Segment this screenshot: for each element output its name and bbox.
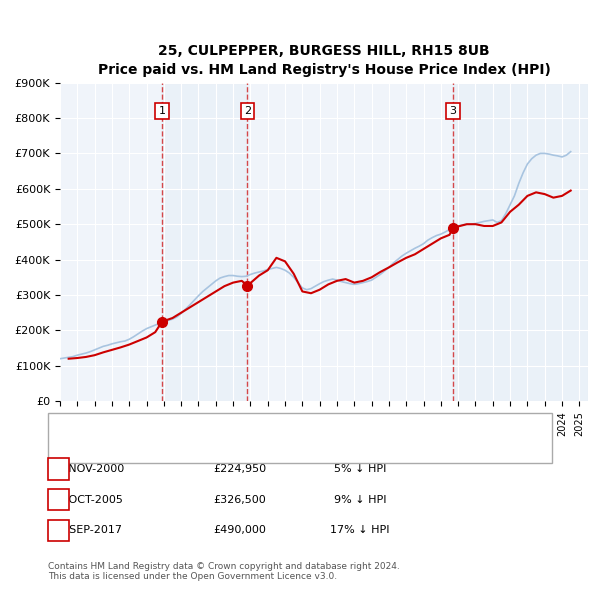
Text: 3: 3 bbox=[449, 106, 457, 116]
Text: ─────: ───── bbox=[69, 423, 107, 436]
Text: £326,500: £326,500 bbox=[214, 495, 266, 504]
Text: 28-OCT-2005: 28-OCT-2005 bbox=[50, 495, 124, 504]
Text: 1: 1 bbox=[158, 106, 166, 116]
Text: 14-SEP-2017: 14-SEP-2017 bbox=[52, 526, 122, 535]
Text: 9% ↓ HPI: 9% ↓ HPI bbox=[334, 495, 386, 504]
Text: 24-NOV-2000: 24-NOV-2000 bbox=[50, 464, 124, 474]
Text: £490,000: £490,000 bbox=[214, 526, 266, 535]
Title: 25, CULPEPPER, BURGESS HILL, RH15 8UB
Price paid vs. HM Land Registry's House Pr: 25, CULPEPPER, BURGESS HILL, RH15 8UB Pr… bbox=[98, 44, 550, 77]
Text: £224,950: £224,950 bbox=[214, 464, 266, 474]
Bar bbox=[453, 83, 588, 401]
Text: 17% ↓ HPI: 17% ↓ HPI bbox=[330, 526, 390, 535]
Text: 5% ↓ HPI: 5% ↓ HPI bbox=[334, 464, 386, 474]
Text: ─────: ───── bbox=[69, 442, 107, 455]
Text: 2: 2 bbox=[55, 495, 62, 504]
Text: 1: 1 bbox=[55, 464, 62, 474]
Text: 3: 3 bbox=[55, 526, 62, 535]
Text: Contains HM Land Registry data © Crown copyright and database right 2024.
This d: Contains HM Land Registry data © Crown c… bbox=[48, 562, 400, 581]
Text: 25, CULPEPPER, BURGESS HILL, RH15 8UB (detached house): 25, CULPEPPER, BURGESS HILL, RH15 8UB (d… bbox=[105, 425, 420, 434]
Bar bbox=[162, 83, 247, 401]
Text: 2: 2 bbox=[244, 106, 251, 116]
Text: HPI: Average price, detached house, Mid Sussex: HPI: Average price, detached house, Mid … bbox=[105, 444, 356, 453]
